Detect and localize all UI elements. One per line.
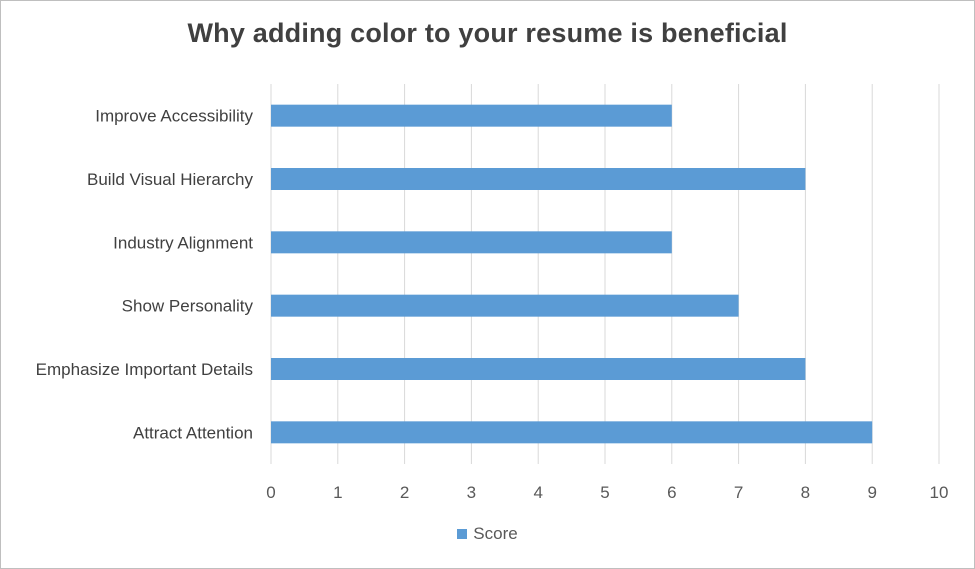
- bar: [271, 358, 806, 380]
- legend: Score: [0, 524, 975, 544]
- x-tick-label: 2: [400, 483, 409, 502]
- x-tick-label: 7: [734, 483, 743, 502]
- x-tick-label: 5: [600, 483, 609, 502]
- x-tick-label: 1: [333, 483, 342, 502]
- gridlines: [270, 84, 940, 464]
- category-label: Build Visual Hierarchy: [87, 170, 253, 189]
- category-label: Emphasize Important Details: [36, 360, 253, 379]
- category-label: Industry Alignment: [113, 233, 253, 252]
- x-tick-label: 9: [867, 483, 876, 502]
- x-tick-label: 8: [801, 483, 810, 502]
- x-axis-tick-labels: 0 1 2 3 4 5 6 7 8 9 10: [266, 483, 948, 502]
- bar: [271, 421, 873, 444]
- legend-swatch: [457, 529, 468, 539]
- bar: [271, 168, 806, 190]
- category-label: Improve Accessibility: [95, 107, 253, 126]
- x-tick-label: 0: [266, 483, 275, 502]
- bar: [271, 294, 739, 317]
- bars: [271, 104, 873, 444]
- bar: [271, 104, 672, 127]
- y-axis-category-labels: Improve Accessibility Build Visual Hierar…: [36, 107, 254, 443]
- bar: [271, 231, 672, 254]
- chart-title: Why adding color to your resume is benef…: [187, 18, 788, 48]
- x-tick-label: 6: [667, 483, 676, 502]
- x-tick-label: 4: [533, 483, 542, 502]
- x-tick-label: 10: [930, 483, 949, 502]
- category-label: Show Personality: [122, 297, 254, 316]
- legend-label: Score: [473, 524, 518, 543]
- category-label: Attract Attention: [133, 423, 253, 442]
- x-tick-label: 3: [467, 483, 476, 502]
